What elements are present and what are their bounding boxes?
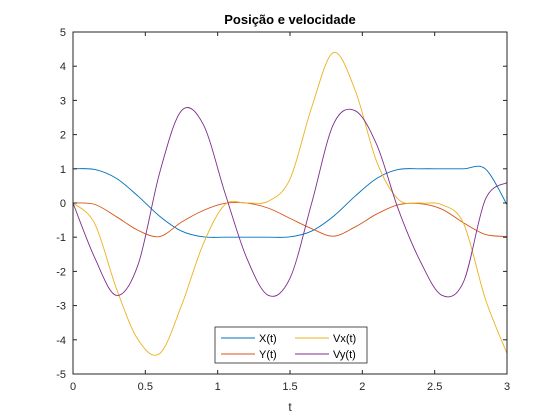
x-tick-label: 1 <box>215 381 221 393</box>
y-tick-label: -1 <box>56 232 66 244</box>
x-tick-label: 2 <box>359 381 365 393</box>
plot-area <box>72 52 508 356</box>
series-line-vx-t <box>72 52 508 356</box>
x-tick-label: 1.5 <box>282 381 297 393</box>
legend-label: X(t) <box>259 333 277 345</box>
x-axis-label: t <box>288 400 292 414</box>
y-tick-label: 5 <box>60 27 66 39</box>
axes-box <box>72 31 508 375</box>
y-tick-label: -4 <box>56 335 66 347</box>
y-tick-label: 2 <box>60 130 66 142</box>
series-line-vy-t <box>72 107 508 298</box>
series-line-x-t <box>72 165 508 238</box>
legend: X(t) Vx(t) Y(t) Vy(t) <box>214 326 368 364</box>
y-tick-label: -2 <box>56 266 66 278</box>
x-tick-label: 2.5 <box>427 381 442 393</box>
legend-label: Y(t) <box>259 349 277 361</box>
ticks: 0 0.5 1 1.5 2 2.5 3 -5 -4 -3 -2 -1 0 1 2 3 4 5 <box>56 27 510 393</box>
y-tick-label: 0 <box>60 198 66 210</box>
legend-label: Vy(t) <box>333 349 356 361</box>
chart-title: Posição e velocidade <box>224 12 356 27</box>
x-tick-label: 3 <box>504 381 510 393</box>
y-tick-label: 4 <box>60 61 66 73</box>
y-tick-label: 1 <box>60 164 66 176</box>
series-line-y-t <box>72 201 508 238</box>
y-tick-label: -3 <box>56 301 66 313</box>
legend-label: Vx(t) <box>333 333 356 345</box>
legend-box <box>214 326 368 364</box>
x-tick-label: 0 <box>70 381 76 393</box>
y-tick-label: 3 <box>60 95 66 107</box>
y-tick-label: -5 <box>56 369 66 381</box>
x-tick-label: 0.5 <box>138 381 153 393</box>
